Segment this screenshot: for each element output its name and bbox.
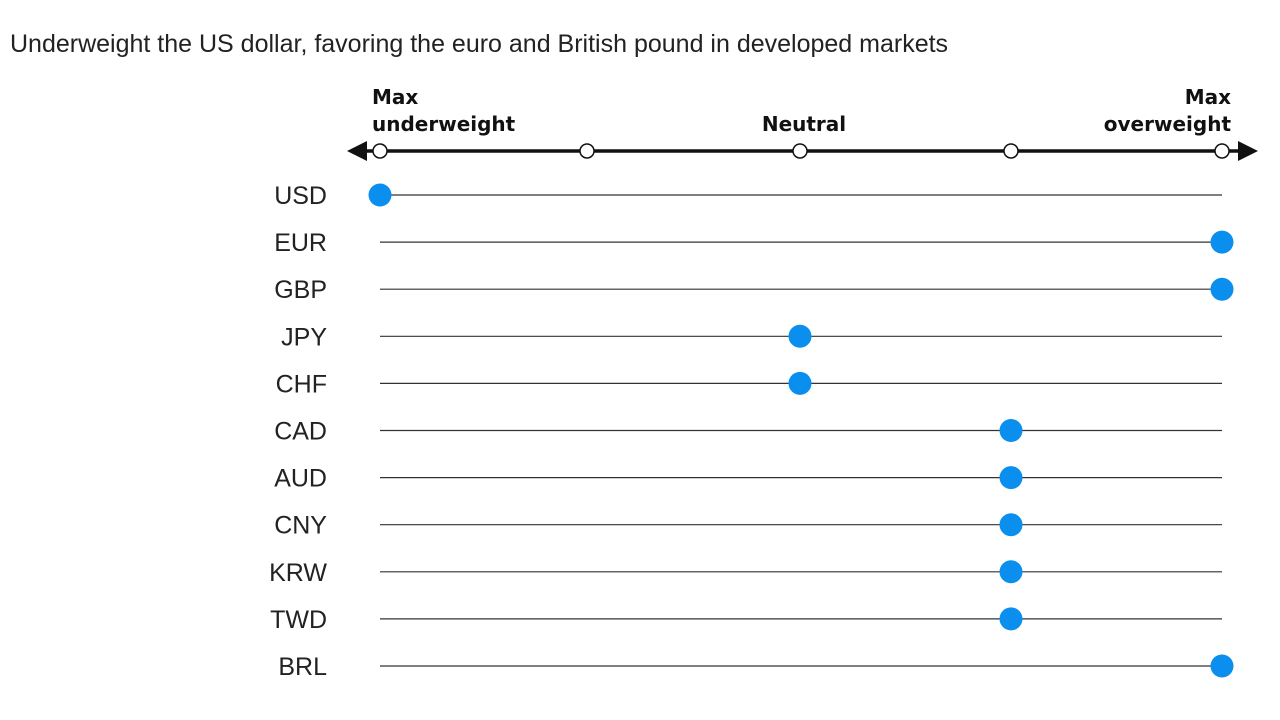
scale-tick-4	[1003, 143, 1019, 159]
position-dot	[1210, 654, 1234, 678]
position-dot	[999, 560, 1023, 584]
category-label: GBP	[274, 276, 327, 304]
position-dot	[999, 607, 1023, 631]
category-label: EUR	[274, 229, 327, 257]
category-label: CAD	[274, 418, 327, 446]
row-jpy: JPY	[281, 323, 1222, 351]
right-arrow-icon	[1238, 141, 1258, 161]
row-cny: CNY	[274, 512, 1222, 540]
max-underweight-label-line-2: underweight	[372, 112, 516, 136]
chart-title: Underweight the US dollar, favoring the …	[10, 30, 949, 58]
left-arrow-icon	[347, 141, 367, 161]
scale-axis	[347, 141, 1258, 161]
max-overweight-label-line-2: overweight	[1104, 112, 1232, 136]
category-label: CNY	[274, 512, 327, 540]
position-dot	[999, 466, 1023, 490]
row-krw: KRW	[269, 559, 1222, 587]
row-twd: TWD	[270, 606, 1222, 634]
category-label: BRL	[278, 653, 327, 681]
row-gbp: GBP	[274, 276, 1234, 304]
position-dot	[1210, 277, 1234, 301]
position-dot	[788, 324, 812, 348]
neutral-label-line-1: Neutral	[762, 112, 846, 136]
category-label: TWD	[270, 606, 327, 634]
category-label: CHF	[276, 370, 327, 398]
position-dot	[368, 183, 392, 207]
row-eur: EUR	[274, 229, 1234, 257]
row-chf: CHF	[276, 370, 1222, 398]
position-dot	[999, 513, 1023, 537]
scale-tick-3	[792, 143, 808, 159]
scale-tick-2	[579, 143, 595, 159]
max-overweight-label-line-1: Max	[1185, 85, 1231, 109]
scale-tick-1	[372, 143, 388, 159]
position-dot	[1210, 230, 1234, 254]
max-underweight-label-line-1: Max	[372, 85, 418, 109]
category-label: JPY	[281, 323, 327, 351]
category-label: USD	[274, 182, 327, 210]
scale-labels: Max underweight Neutral Max overweight	[372, 85, 1231, 136]
scale-tick-5	[1214, 143, 1230, 159]
row-cad: CAD	[274, 418, 1222, 446]
position-dot	[999, 419, 1023, 442]
category-rows: USD EUR GBP JPY CHF CAD AUD CNY KRW TWD BRL	[269, 182, 1234, 681]
row-brl: BRL	[278, 653, 1234, 681]
row-usd: USD	[274, 182, 1222, 210]
position-dot	[788, 371, 812, 395]
category-label: KRW	[269, 559, 327, 587]
category-label: AUD	[274, 465, 327, 493]
row-aud: AUD	[274, 465, 1222, 493]
